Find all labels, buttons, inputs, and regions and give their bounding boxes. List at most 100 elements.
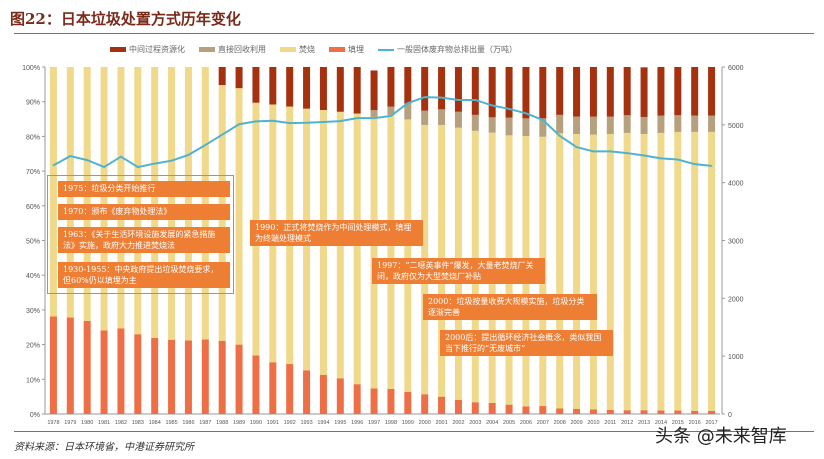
- bar-direct-recycle: [539, 118, 547, 137]
- bar-intermediate: [556, 67, 564, 115]
- line-point: [153, 162, 156, 165]
- line-point: [204, 144, 207, 146]
- chart-title: 图22：日本垃圾处置方式历年变化: [10, 10, 241, 28]
- line-point: [238, 123, 240, 126]
- bar-direct-recycle: [505, 117, 513, 136]
- x-tick-label: 2005: [503, 420, 515, 426]
- bar-intermediate: [606, 67, 614, 117]
- x-tick-label: 2009: [570, 420, 582, 426]
- watermark: 头条 @未来智库: [655, 426, 787, 447]
- bar-intermediate: [488, 67, 496, 118]
- x-tick-label: 1984: [149, 420, 161, 426]
- bar-intermediate: [522, 67, 530, 119]
- bar-intermediate: [691, 67, 699, 116]
- bar-intermediate: [404, 67, 412, 104]
- bar-landfill: [319, 374, 327, 414]
- x-tick-label: 1994: [317, 420, 329, 426]
- annotation-1930-1955: 1930-1955：中央政府提出垃圾焚烧要求，但60%仍以填埋为主: [58, 262, 230, 288]
- x-tick-label: 2010: [587, 420, 599, 426]
- x-tick-label: 1991: [267, 420, 279, 426]
- legend-label: 填埋: [348, 45, 364, 54]
- line-point: [592, 150, 595, 153]
- bar-incineration: [404, 119, 412, 392]
- y2-tick-label: 3000: [728, 239, 744, 246]
- line-point: [491, 104, 493, 107]
- legend-swatch: [110, 47, 126, 52]
- line-point: [373, 117, 375, 119]
- bar-direct-recycle: [589, 116, 597, 135]
- x-tick-label: 2012: [621, 420, 633, 426]
- line-point: [423, 96, 426, 98]
- line-point: [575, 146, 578, 148]
- bar-intermediate: [286, 67, 294, 107]
- y-tick-label: 70%: [26, 169, 40, 176]
- x-tick-label: 1998: [385, 420, 397, 426]
- title-divider: [14, 33, 814, 34]
- x-tick-label: 1997: [368, 420, 380, 426]
- bar-intermediate: [319, 67, 327, 111]
- annotation-1963: 1963：《关于生活环境设施发展的紧急措施法》实施，政府大力推进焚烧法: [58, 227, 230, 253]
- y-tick-label: 40%: [26, 273, 40, 280]
- x-tick-label: 1995: [334, 420, 346, 426]
- line-point: [52, 164, 55, 167]
- line-point: [390, 115, 392, 117]
- bar-direct-recycle: [556, 114, 564, 134]
- bar-intermediate: [336, 67, 344, 112]
- bar-landfill: [539, 406, 547, 414]
- bar-intermediate: [235, 67, 243, 89]
- line-point: [710, 165, 713, 167]
- x-tick-label: 2008: [554, 420, 566, 426]
- bar-landfill: [606, 409, 614, 414]
- line-point: [525, 112, 527, 115]
- line-point: [272, 119, 274, 122]
- bar-landfill: [100, 330, 108, 414]
- x-tick-label: 2004: [486, 420, 498, 426]
- x-tick-label: 1989: [233, 420, 245, 426]
- bar-intermediate: [589, 67, 597, 117]
- line-point: [86, 159, 88, 161]
- x-tick-label: 1979: [64, 420, 76, 426]
- bar-landfill: [438, 396, 446, 414]
- line-point: [660, 157, 662, 160]
- bar-direct-recycle: [640, 116, 648, 134]
- bar-intermediate: [505, 67, 513, 118]
- annotation-1970: 1970：颁布《废弃物处理法》: [58, 204, 230, 220]
- bar-incineration: [623, 132, 631, 411]
- x-tick-label: 2014: [655, 420, 667, 426]
- bar-intermediate: [573, 67, 581, 117]
- bar-direct-recycle: [573, 116, 581, 134]
- bar-intermediate: [303, 67, 311, 109]
- footer-divider: [14, 431, 814, 432]
- bar-landfill: [269, 362, 277, 414]
- bar-intermediate: [454, 67, 462, 112]
- x-tick-label: 1999: [402, 420, 414, 426]
- bar-landfill: [252, 355, 260, 414]
- bar-incineration: [674, 131, 682, 411]
- bar-landfill: [421, 394, 429, 414]
- bar-incineration: [184, 67, 192, 341]
- bar-landfill: [488, 402, 496, 414]
- line-point: [407, 102, 409, 104]
- legend-swatch: [329, 47, 345, 52]
- x-tick-label: 2003: [469, 420, 481, 426]
- line-point: [288, 122, 291, 124]
- bar-landfill: [235, 344, 243, 414]
- line-point: [322, 121, 325, 123]
- y-tick-label: 100%: [22, 65, 40, 72]
- x-tick-label: 2001: [435, 420, 447, 426]
- bar-incineration: [201, 67, 209, 340]
- line-point: [255, 120, 257, 123]
- legend-label: 一般固体废弃物总排出量（万吨）: [397, 45, 517, 54]
- x-tick-label: 2000: [419, 420, 431, 426]
- bar-intermediate: [421, 67, 429, 111]
- bar-intermediate: [640, 67, 648, 117]
- bar-direct-recycle: [708, 115, 716, 132]
- x-tick-label: 1983: [132, 420, 144, 426]
- line-point: [677, 158, 679, 161]
- y2-tick-label: 5000: [728, 123, 744, 130]
- bar-intermediate: [218, 67, 226, 86]
- x-tick-label: 2015: [672, 420, 684, 426]
- bar-incineration: [589, 134, 597, 410]
- bar-direct-recycle: [404, 103, 412, 120]
- legend-swatch: [199, 47, 215, 52]
